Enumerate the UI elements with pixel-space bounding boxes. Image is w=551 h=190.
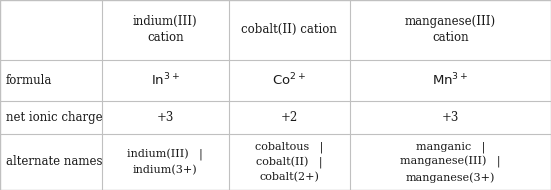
Text: $\mathrm{In}^{3+}$: $\mathrm{In}^{3+}$ bbox=[151, 72, 180, 89]
Text: +2: +2 bbox=[280, 111, 298, 124]
Text: $\mathrm{Co}^{2+}$: $\mathrm{Co}^{2+}$ bbox=[272, 72, 306, 89]
Text: formula: formula bbox=[6, 74, 52, 87]
Text: indium(III)   |
indium(3+): indium(III) | indium(3+) bbox=[127, 149, 203, 175]
Text: cobalt(II) cation: cobalt(II) cation bbox=[241, 23, 337, 36]
Text: +3: +3 bbox=[156, 111, 174, 124]
Text: indium(III)
cation: indium(III) cation bbox=[133, 15, 198, 44]
Text: net ionic charge: net ionic charge bbox=[6, 111, 102, 124]
Text: manganese(III)
cation: manganese(III) cation bbox=[405, 15, 496, 44]
Text: alternate names: alternate names bbox=[6, 155, 102, 169]
Text: manganic   |
manganese(III)   |
manganese(3+): manganic | manganese(III) | manganese(3+… bbox=[400, 141, 501, 183]
Text: +3: +3 bbox=[442, 111, 459, 124]
Text: cobaltous   |
cobalt(II)   |
cobalt(2+): cobaltous | cobalt(II) | cobalt(2+) bbox=[255, 141, 323, 183]
Text: $\mathrm{Mn}^{3+}$: $\mathrm{Mn}^{3+}$ bbox=[432, 72, 469, 89]
